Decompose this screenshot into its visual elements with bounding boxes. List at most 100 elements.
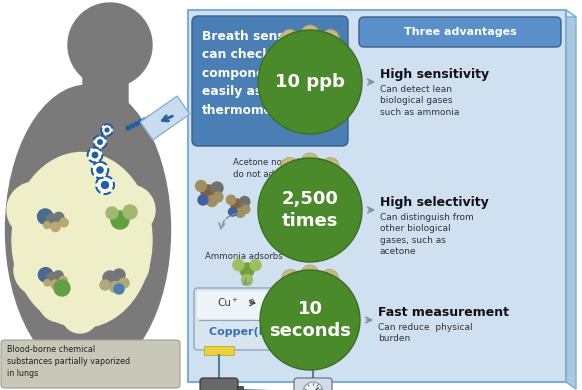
- Circle shape: [98, 140, 102, 144]
- Circle shape: [59, 218, 68, 227]
- FancyBboxPatch shape: [197, 291, 335, 319]
- Circle shape: [105, 128, 109, 132]
- Circle shape: [258, 158, 362, 262]
- Circle shape: [88, 147, 102, 162]
- Polygon shape: [566, 10, 576, 389]
- Circle shape: [103, 271, 117, 285]
- Circle shape: [242, 275, 253, 285]
- Circle shape: [123, 205, 137, 219]
- FancyBboxPatch shape: [294, 378, 332, 390]
- FancyBboxPatch shape: [200, 378, 238, 390]
- Text: e: e: [249, 297, 254, 306]
- Circle shape: [44, 222, 50, 229]
- Circle shape: [100, 280, 110, 290]
- Circle shape: [7, 182, 63, 238]
- Text: +: +: [231, 297, 237, 303]
- Circle shape: [301, 25, 319, 43]
- Text: Fast measurement: Fast measurement: [378, 306, 509, 319]
- Circle shape: [38, 209, 53, 224]
- Text: Three advantages: Three advantages: [404, 27, 516, 37]
- Circle shape: [242, 205, 250, 213]
- Circle shape: [54, 271, 63, 280]
- Text: +: +: [285, 297, 291, 303]
- Text: 10
seconds: 10 seconds: [269, 300, 351, 340]
- Text: Breath sensor
can check breath
components as
easily as using a
thermometer: Breath sensor can check breath component…: [202, 30, 321, 117]
- Circle shape: [240, 197, 250, 207]
- Circle shape: [321, 269, 339, 287]
- Text: Can reduce  physical
burden: Can reduce physical burden: [378, 323, 473, 344]
- Circle shape: [213, 192, 223, 202]
- Circle shape: [258, 30, 362, 134]
- FancyBboxPatch shape: [1, 340, 180, 388]
- Text: High selectivity: High selectivity: [380, 196, 489, 209]
- Circle shape: [101, 241, 149, 289]
- Circle shape: [231, 199, 243, 211]
- Circle shape: [97, 167, 103, 173]
- Circle shape: [113, 269, 125, 281]
- Circle shape: [38, 278, 82, 322]
- Polygon shape: [188, 10, 576, 17]
- Circle shape: [233, 259, 244, 271]
- FancyBboxPatch shape: [194, 288, 338, 350]
- Bar: [204, 346, 234, 355]
- Circle shape: [54, 280, 70, 296]
- Circle shape: [301, 265, 319, 283]
- Circle shape: [47, 272, 58, 284]
- Circle shape: [139, 120, 143, 124]
- Text: Cu: Cu: [271, 298, 285, 308]
- Text: Cu: Cu: [217, 298, 231, 308]
- Circle shape: [59, 277, 67, 284]
- Circle shape: [134, 122, 139, 126]
- Text: 10 ppb: 10 ppb: [275, 73, 345, 91]
- Circle shape: [92, 162, 108, 178]
- Circle shape: [130, 124, 134, 128]
- Circle shape: [38, 268, 53, 282]
- Circle shape: [14, 244, 66, 296]
- Circle shape: [44, 280, 51, 286]
- Circle shape: [68, 3, 152, 87]
- Circle shape: [198, 195, 208, 205]
- Circle shape: [201, 185, 215, 199]
- FancyBboxPatch shape: [192, 16, 348, 146]
- FancyBboxPatch shape: [83, 67, 128, 117]
- Circle shape: [93, 152, 98, 158]
- Text: High sensitivity: High sensitivity: [380, 68, 489, 81]
- Ellipse shape: [12, 152, 152, 328]
- Circle shape: [111, 211, 129, 229]
- Circle shape: [109, 282, 120, 292]
- Circle shape: [101, 181, 108, 188]
- Text: Acetone nor ethanol
do not adsorb: Acetone nor ethanol do not adsorb: [233, 158, 321, 179]
- Circle shape: [250, 259, 261, 271]
- Circle shape: [229, 207, 237, 216]
- Circle shape: [281, 30, 299, 48]
- Circle shape: [114, 284, 124, 294]
- Circle shape: [106, 207, 118, 219]
- Circle shape: [90, 275, 130, 315]
- Polygon shape: [140, 96, 190, 140]
- Circle shape: [301, 153, 319, 171]
- Circle shape: [105, 185, 155, 235]
- Circle shape: [211, 182, 223, 194]
- Text: Can detect lean
biological gases
such as ammonia: Can detect lean biological gases such as…: [380, 85, 459, 117]
- Circle shape: [236, 208, 245, 217]
- Circle shape: [119, 278, 129, 288]
- Circle shape: [303, 382, 323, 390]
- Circle shape: [147, 116, 151, 120]
- Circle shape: [196, 181, 207, 191]
- Circle shape: [321, 30, 339, 48]
- Circle shape: [101, 124, 113, 136]
- Circle shape: [207, 195, 218, 206]
- Circle shape: [226, 195, 236, 205]
- Circle shape: [260, 270, 360, 370]
- Text: Ammonia adsorbs: Ammonia adsorbs: [205, 252, 283, 261]
- Circle shape: [96, 176, 114, 194]
- Circle shape: [282, 269, 300, 287]
- Text: Can distinguish from
other biological
gases, such as
acetone: Can distinguish from other biological ga…: [380, 213, 474, 256]
- Circle shape: [51, 222, 60, 232]
- Circle shape: [240, 263, 254, 277]
- Text: Blood-borne chemical
substances partially vaporized
in lungs: Blood-borne chemical substances partiall…: [7, 345, 130, 378]
- FancyBboxPatch shape: [359, 17, 561, 47]
- Text: 2,500
times: 2,500 times: [282, 190, 339, 230]
- Circle shape: [126, 126, 130, 130]
- Circle shape: [143, 118, 147, 122]
